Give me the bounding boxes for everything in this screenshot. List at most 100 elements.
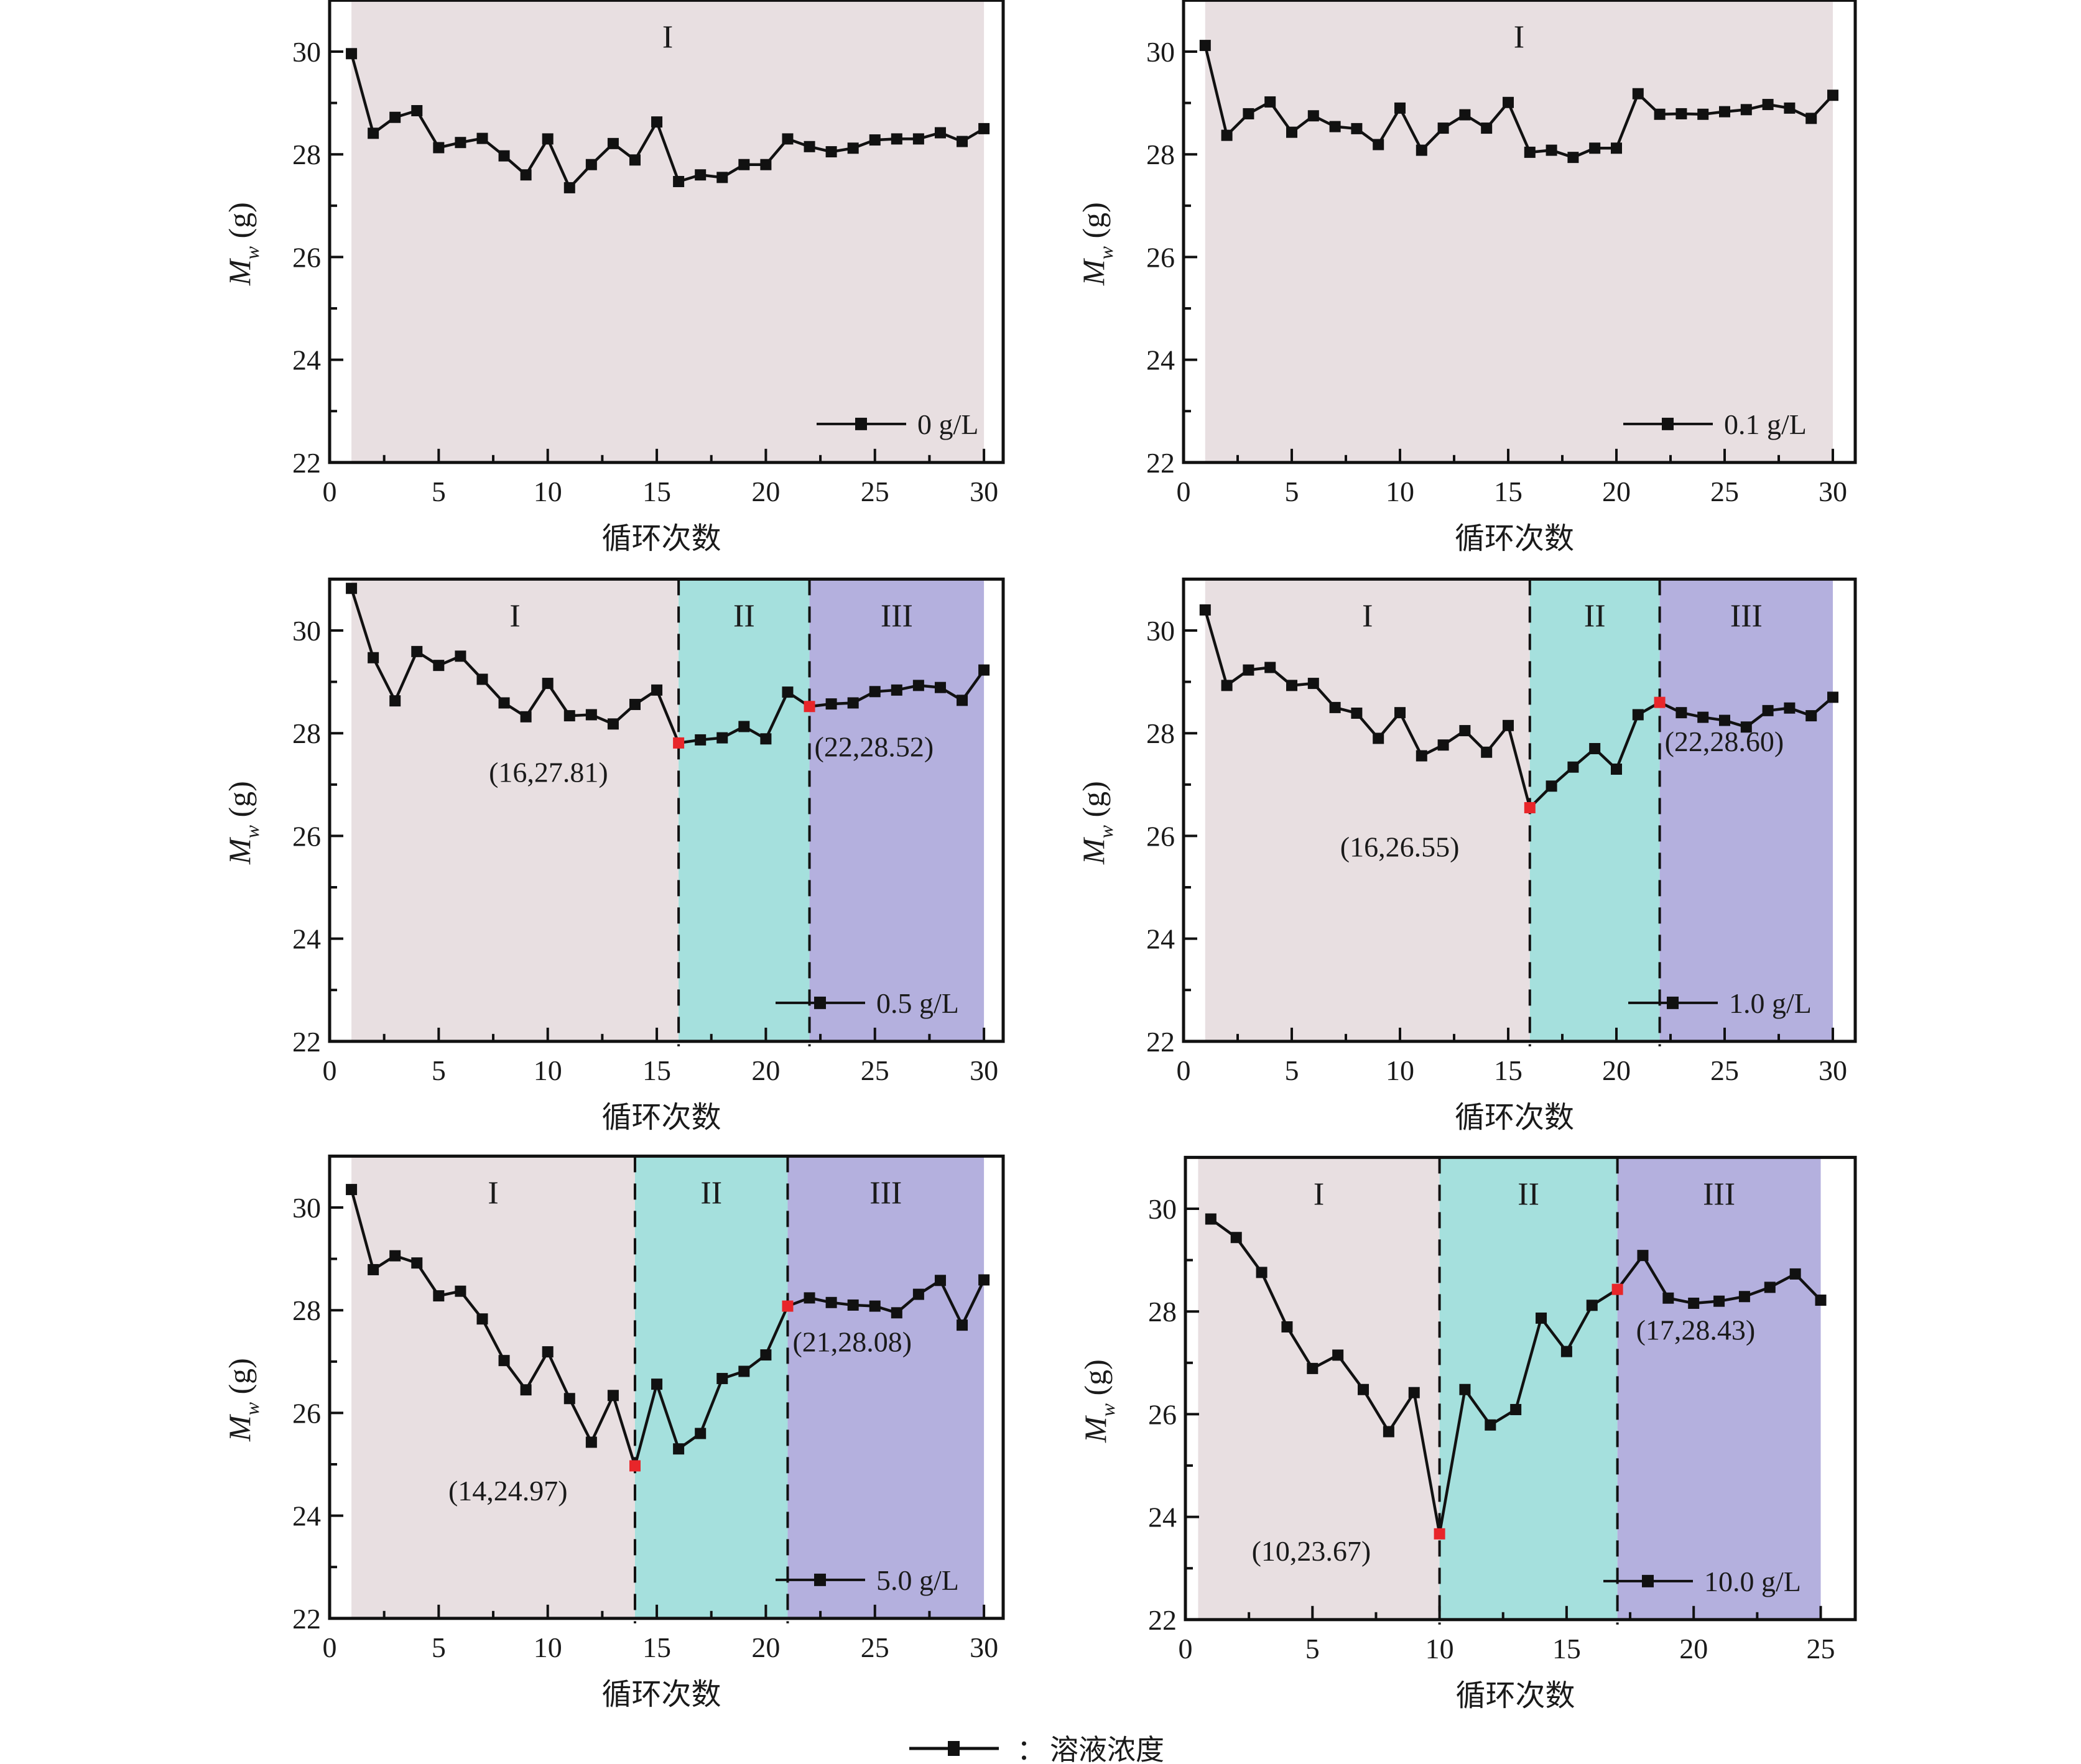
- data-point: [1221, 680, 1233, 691]
- data-point: [1205, 1213, 1217, 1225]
- data-point: [651, 684, 663, 696]
- region-label-II: II: [1584, 598, 1606, 634]
- data-point: [607, 137, 619, 149]
- data-point: [1243, 664, 1254, 676]
- data-point: [498, 697, 510, 709]
- bottom-legend-separator: ：: [1017, 1733, 1045, 1764]
- x-tick-label: 15: [1494, 1055, 1523, 1086]
- x-tick-label: 0: [1179, 1633, 1193, 1665]
- y-tick-label: 28: [1146, 718, 1175, 749]
- data-point: [1589, 142, 1601, 154]
- region-I-background: [1205, 0, 1833, 463]
- region-III-background: [787, 1156, 985, 1619]
- data-point: [1784, 702, 1796, 714]
- x-tick-label: 15: [642, 476, 671, 507]
- legend-marker: [1642, 1574, 1654, 1587]
- y-tick-label: 30: [292, 1192, 321, 1224]
- legend-label: 0 g/L: [917, 409, 978, 440]
- data-point: [1394, 102, 1406, 114]
- data-point: [607, 1390, 619, 1402]
- point-annotation: (10,23.67): [1252, 1535, 1371, 1567]
- y-tick-label: 30: [1146, 36, 1175, 68]
- y-axis-title-symbol: M: [222, 258, 257, 286]
- data-point: [716, 732, 728, 744]
- data-point: [1510, 1403, 1522, 1415]
- data-point: [585, 709, 597, 721]
- data-point: [1256, 1267, 1268, 1278]
- x-tick-label: 20: [751, 476, 780, 507]
- data-point: [1503, 719, 1514, 731]
- data-point: [585, 159, 597, 170]
- x-tick-label: 20: [1602, 1055, 1631, 1086]
- data-point: [957, 1319, 968, 1331]
- data-point: [346, 48, 358, 60]
- highlight-point: [782, 1300, 794, 1312]
- data-point: [1805, 710, 1817, 722]
- y-tick-label: 26: [292, 1397, 321, 1429]
- y-tick-label: 28: [1146, 139, 1175, 170]
- data-point: [1408, 1387, 1420, 1398]
- y-tick-label: 24: [292, 923, 321, 955]
- data-point: [629, 154, 641, 166]
- y-tick-label: 22: [1146, 447, 1175, 479]
- y-axis-title: Mw (g): [222, 1358, 263, 1442]
- data-point: [1358, 1383, 1370, 1395]
- data-point: [1221, 129, 1233, 141]
- x-tick-label: 0: [323, 1632, 337, 1663]
- x-tick-label: 5: [1285, 476, 1299, 507]
- data-point: [1789, 1268, 1801, 1280]
- highlight-point: [804, 701, 815, 713]
- data-point: [760, 1349, 772, 1361]
- x-tick-label: 25: [861, 476, 889, 507]
- data-point: [433, 660, 445, 672]
- y-tick-label: 22: [292, 1603, 321, 1635]
- x-tick-label: 5: [1285, 1055, 1299, 1086]
- point-annotation: (16,26.55): [1340, 831, 1460, 862]
- x-axis-title: 循环次数: [1455, 1100, 1574, 1135]
- data-point: [1654, 108, 1666, 120]
- data-point: [607, 718, 619, 730]
- data-point: [1264, 96, 1276, 108]
- data-point: [1230, 1232, 1242, 1244]
- data-point: [389, 695, 401, 707]
- y-axis-title-subscript: w: [241, 1402, 263, 1415]
- region-label-I: I: [509, 598, 520, 634]
- data-point: [1481, 746, 1493, 758]
- data-point: [957, 136, 968, 147]
- y-axis-title: Mw (g): [1076, 781, 1117, 865]
- x-tick-label: 20: [751, 1632, 780, 1663]
- x-tick-label: 0: [323, 1055, 337, 1086]
- y-tick-label: 24: [1146, 923, 1175, 955]
- data-point: [978, 664, 990, 676]
- y-tick-label: 28: [292, 139, 321, 170]
- data-point: [1536, 1312, 1547, 1324]
- x-tick-label: 10: [534, 476, 562, 507]
- region-III-background: [809, 579, 985, 1041]
- plot-frame: [1182, 0, 1857, 464]
- x-tick-label: 15: [1494, 476, 1523, 507]
- data-point: [891, 133, 902, 145]
- data-point: [869, 1300, 881, 1312]
- data-point: [1697, 108, 1709, 120]
- highlight-point: [1654, 696, 1666, 708]
- region-I-background: [351, 0, 985, 463]
- data-point: [782, 686, 794, 698]
- plot-frame: [1184, 1155, 1857, 1622]
- data-point: [1827, 691, 1838, 703]
- x-tick-label: 20: [1679, 1633, 1708, 1665]
- x-tick-label: 15: [1552, 1633, 1581, 1665]
- x-tick-label: 0: [1177, 1055, 1191, 1086]
- x-tick-label: 15: [642, 1632, 671, 1663]
- y-tick-label: 30: [292, 615, 321, 647]
- data-point: [476, 132, 488, 144]
- chart-panel-1: I 22 24 26 28 30 0 5 10 15 20 25 30 循环次数 Mw (g) 0 g/L: [222, 0, 1005, 556]
- x-tick-label: 30: [1819, 1055, 1847, 1086]
- data-point: [1805, 113, 1817, 124]
- y-axis-title: Mw (g): [222, 202, 263, 286]
- data-point: [912, 680, 924, 691]
- data-point: [695, 734, 707, 746]
- y-axis-title-unit: (g): [222, 202, 257, 246]
- region-label-I: I: [1362, 598, 1373, 634]
- y-tick-label: 26: [292, 241, 321, 273]
